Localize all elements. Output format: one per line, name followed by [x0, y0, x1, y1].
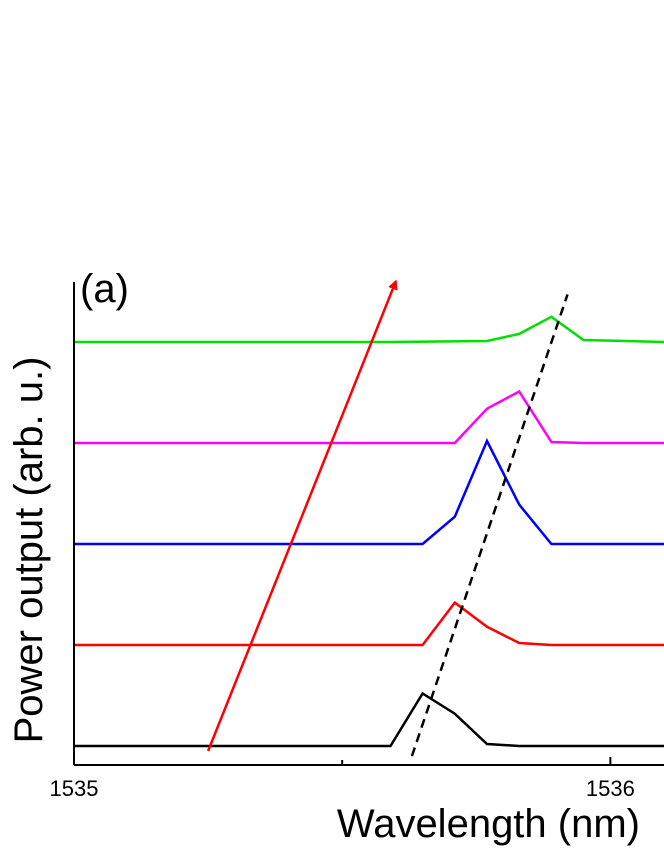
y-axis-title: Power output (arb. u.)	[7, 357, 51, 744]
series-line-3	[74, 389, 664, 445]
series-line-4	[74, 315, 664, 344]
trend-arrow	[206, 279, 398, 752]
panel-label: (a)	[80, 267, 129, 311]
axes	[73, 282, 664, 766]
x-axis-title: Wavelength (nm)	[337, 802, 640, 846]
x-tick-label: 1535	[50, 776, 99, 801]
series-line-1	[74, 600, 664, 647]
x-tick-label: 1536	[586, 776, 635, 801]
x-ticks: 1535 1536	[50, 757, 635, 801]
plot-area	[74, 279, 664, 757]
series-line-2	[74, 438, 664, 546]
series-line-0	[74, 691, 664, 748]
peak-shift-dashed-line	[410, 294, 569, 757]
